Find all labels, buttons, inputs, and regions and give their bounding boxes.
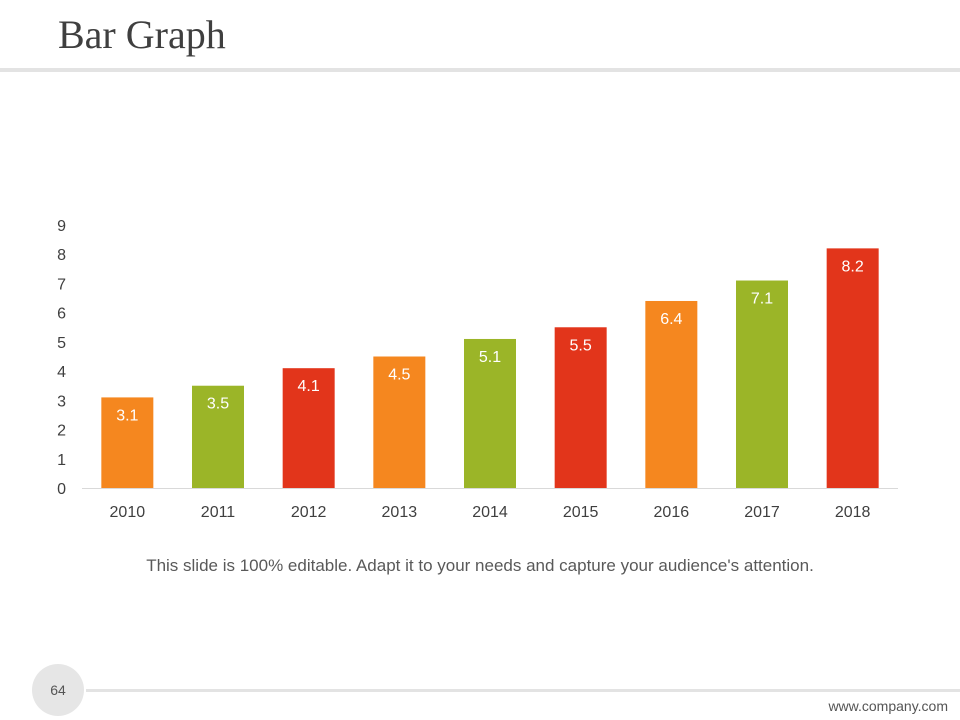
bar (826, 248, 879, 488)
slide-title: Bar Graph (58, 12, 226, 57)
y-tick-label: 5 (57, 335, 66, 352)
bar (736, 280, 788, 488)
y-tick-label: 0 (57, 481, 66, 498)
bar-value-label: 6.4 (660, 311, 682, 328)
x-tick-label: 2011 (201, 504, 236, 521)
page-number-badge: 64 (32, 664, 84, 716)
bar-chart: 0 1 2 3 4 5 6 7 8 9 3.1 3.5 4.1 4.5 5.1 5.5 6.4 7.1 8.2 2… (57, 218, 898, 521)
y-tick-label: 9 (57, 218, 66, 235)
x-tick-label: 2018 (835, 504, 871, 521)
title-divider (0, 68, 960, 72)
y-tick-label: 1 (57, 452, 66, 469)
x-tick-label: 2012 (291, 504, 327, 521)
x-tick-label: 2015 (563, 504, 599, 521)
x-tick-label: 2014 (472, 504, 508, 521)
x-tick-label: 2016 (654, 504, 690, 521)
bar-value-label: 7.1 (751, 291, 773, 308)
bar-value-label: 4.5 (388, 367, 410, 384)
y-tick-label: 2 (57, 423, 66, 440)
bar (464, 338, 516, 488)
y-tick-label: 8 (57, 247, 66, 264)
bar-value-label: 4.1 (298, 378, 320, 395)
bar-series: 3.1 3.5 4.1 4.5 5.1 5.5 6.4 7.1 8.2 (101, 248, 879, 488)
x-tick-label: 2010 (110, 504, 146, 521)
x-tick-label: 2017 (744, 504, 780, 521)
y-tick-label: 3 (57, 393, 66, 410)
bar (554, 327, 607, 488)
bar (192, 385, 244, 488)
y-axis-ticks: 0 1 2 3 4 5 6 7 8 9 (57, 218, 66, 498)
bar-value-label: 3.5 (207, 396, 229, 413)
x-tick-label: 2013 (382, 504, 418, 521)
bar (282, 368, 335, 488)
bar-value-label: 3.1 (116, 407, 138, 424)
footer-divider (86, 689, 960, 692)
y-tick-label: 6 (57, 306, 66, 323)
x-axis-ticks: 2010 2011 2012 2013 2014 2015 2016 2017 2018 (110, 504, 871, 521)
bar (101, 397, 154, 488)
bar-value-label: 8.2 (842, 258, 864, 275)
y-tick-label: 4 (57, 364, 66, 381)
slide-caption: This slide is 100% editable. Adapt it to… (146, 556, 814, 575)
bar-value-label: 5.5 (570, 337, 592, 354)
y-tick-label: 7 (57, 276, 66, 293)
bar-value-label: 5.1 (479, 349, 501, 366)
bar (645, 300, 698, 488)
bar (373, 356, 426, 488)
footer-url: www.company.com (828, 698, 948, 714)
